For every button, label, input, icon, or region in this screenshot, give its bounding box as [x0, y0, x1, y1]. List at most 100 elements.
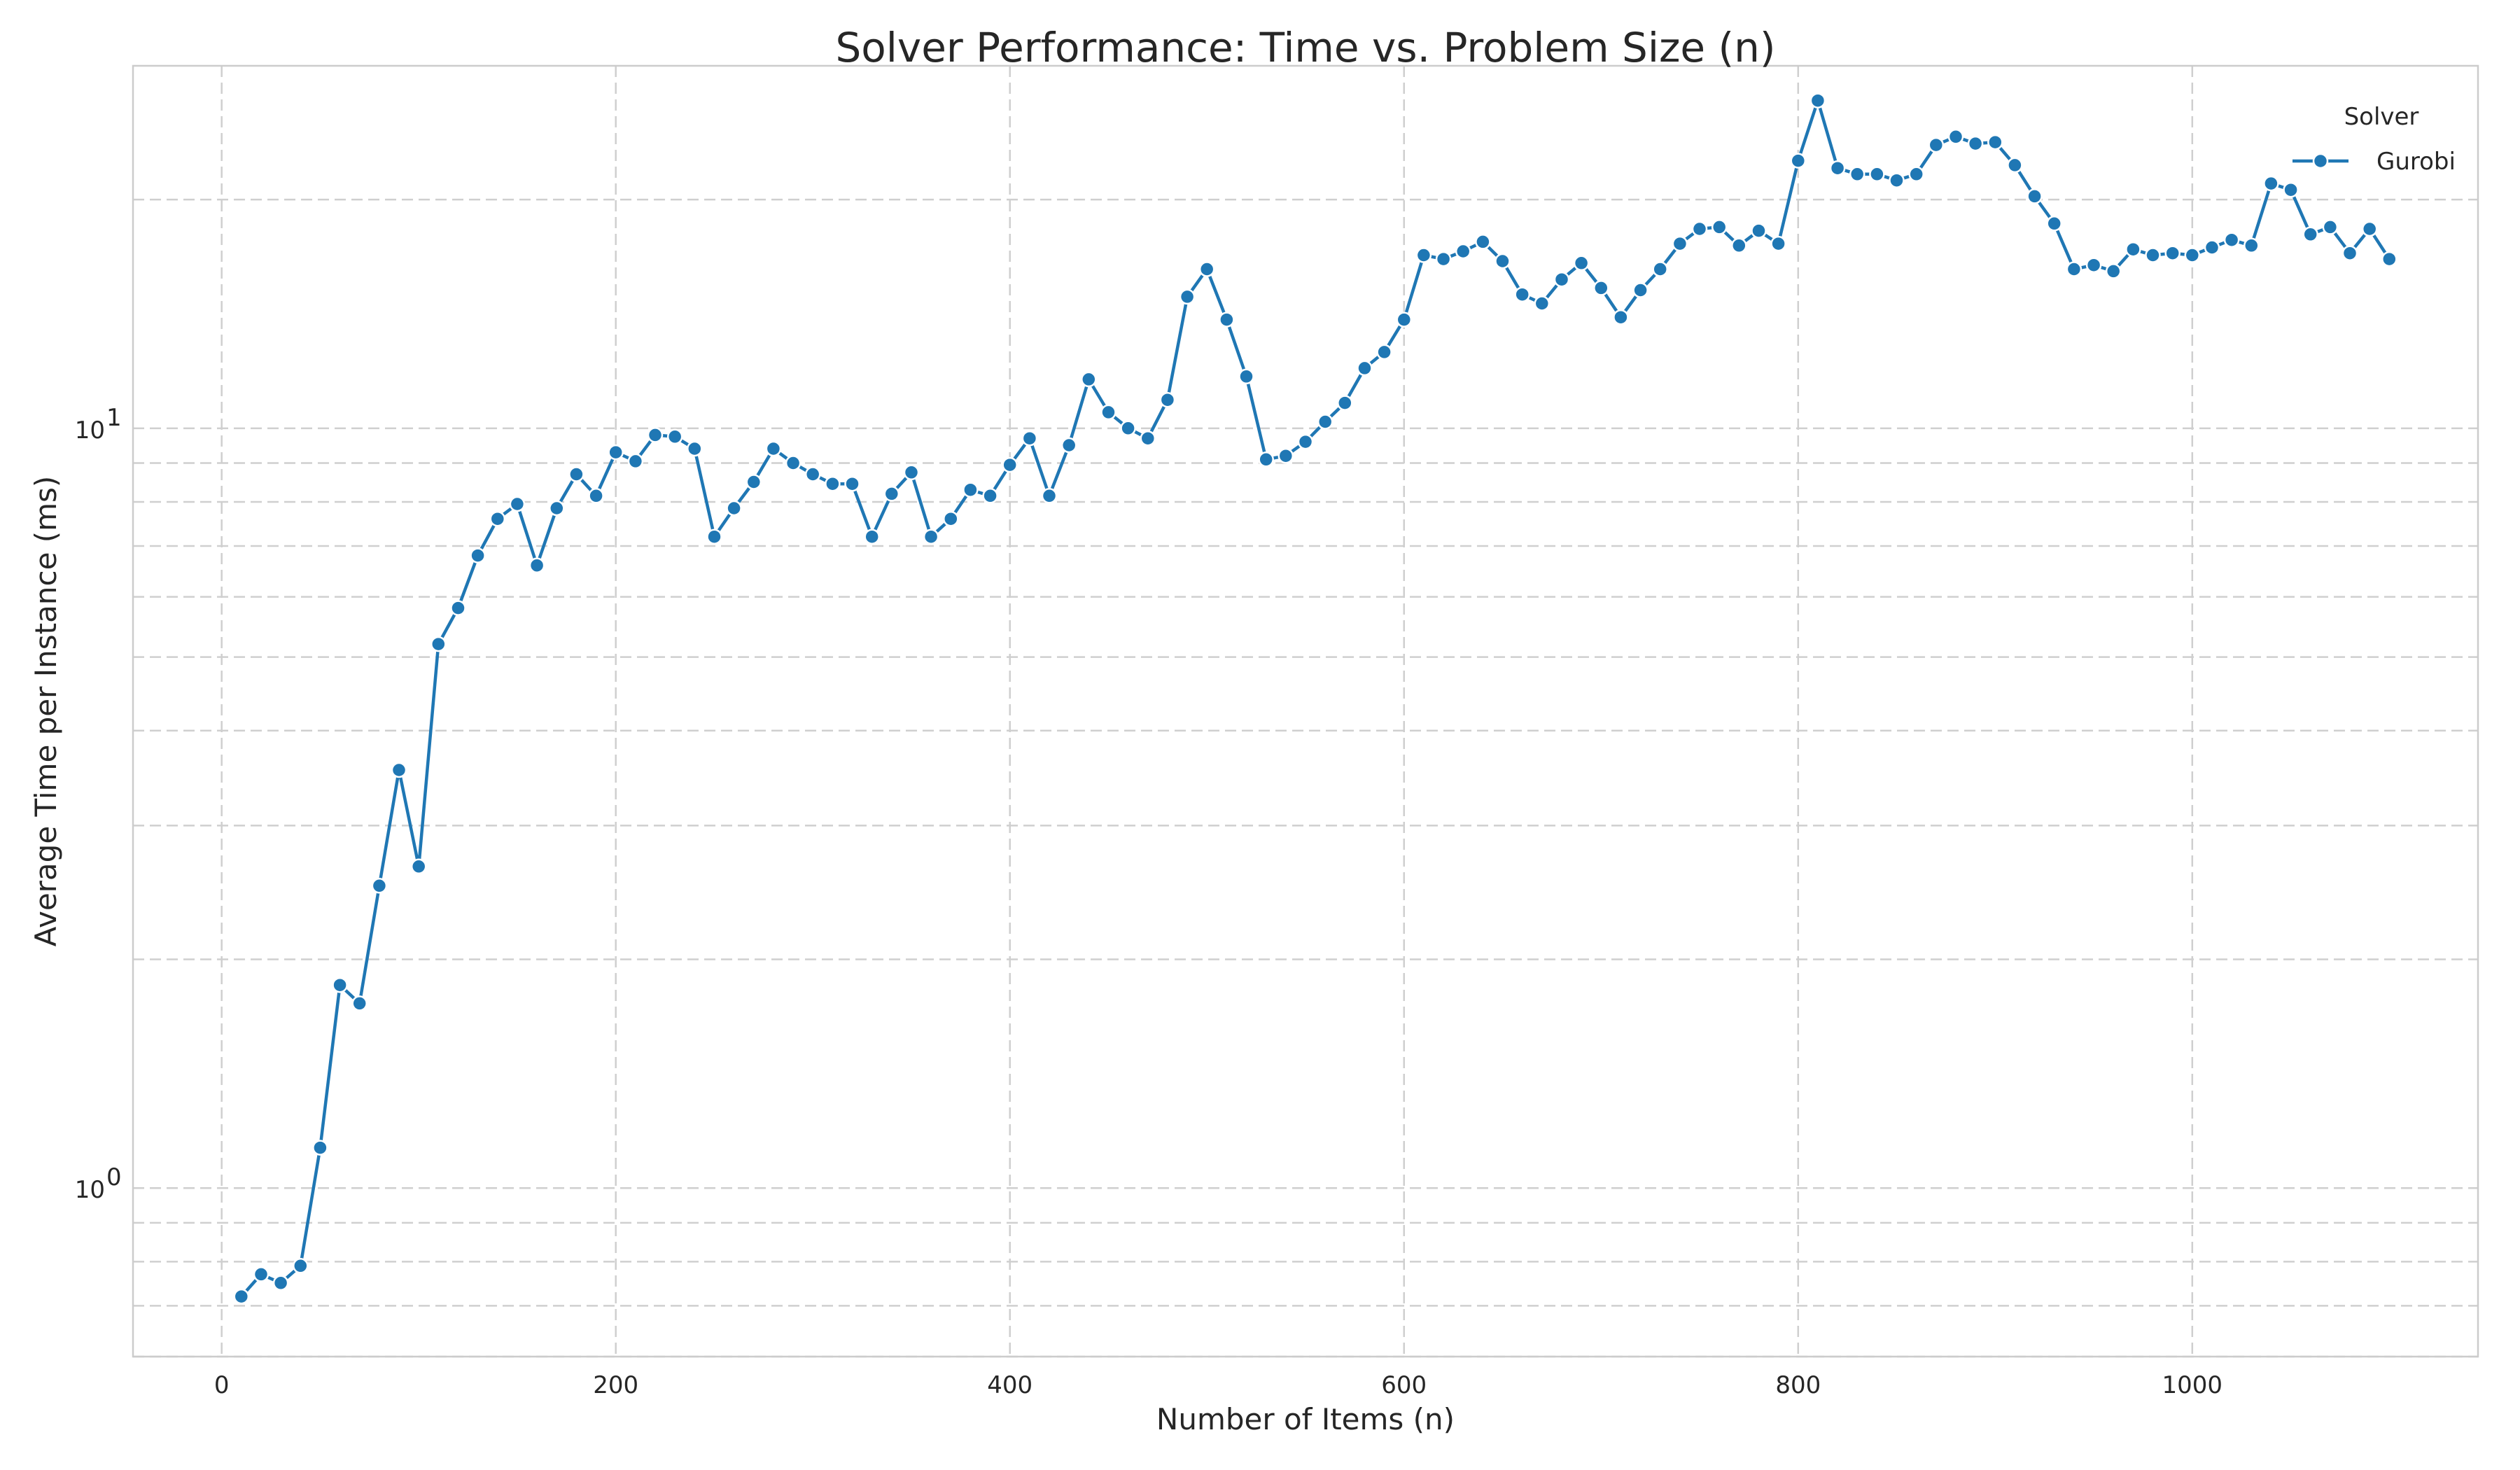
data-point	[923, 528, 939, 545]
data-point	[1809, 92, 1826, 108]
x-tick-label: 200	[593, 1371, 638, 1399]
data-point	[1258, 451, 1274, 468]
data-point	[1573, 255, 1590, 272]
series-line-gurobi	[240, 99, 2391, 1298]
data-point	[1100, 404, 1116, 421]
data-point	[1278, 447, 1294, 464]
chart-title: Solver Performance: Time vs. Problem Siz…	[835, 24, 1775, 71]
data-point	[2164, 245, 2180, 261]
data-point	[2322, 219, 2339, 235]
y-tick-exponent: 0	[106, 1163, 122, 1191]
data-point	[785, 455, 802, 471]
y-axis-label: Average Time per Instance (ms)	[29, 476, 63, 947]
data-point	[903, 464, 920, 481]
data-point	[253, 1266, 270, 1282]
data-point	[351, 995, 368, 1011]
data-point	[2046, 216, 2062, 232]
data-point	[1987, 134, 2003, 150]
data-point	[2244, 237, 2260, 254]
data-point	[1553, 271, 1570, 288]
data-point	[1376, 344, 1392, 360]
data-point	[312, 1140, 328, 1156]
data-point	[2223, 232, 2240, 248]
data-point	[687, 440, 703, 457]
data-point	[450, 600, 466, 616]
data-point	[1357, 360, 1373, 377]
data-point	[470, 547, 486, 564]
data-point	[1159, 391, 1176, 408]
data-point	[2283, 181, 2299, 198]
x-tick-label: 600	[1381, 1371, 1427, 1399]
legend-entry-gurobi: Gurobi	[2376, 148, 2456, 176]
y-tick-exponent: 1	[106, 404, 122, 432]
data-point	[272, 1275, 289, 1292]
data-point	[2026, 188, 2043, 204]
data-point	[1947, 129, 1964, 145]
data-point	[1889, 172, 1905, 188]
data-point	[1908, 166, 1924, 183]
data-point	[391, 762, 407, 778]
data-point	[982, 488, 998, 504]
data-point	[1475, 234, 1491, 250]
data-point	[1829, 160, 1846, 176]
data-point	[1770, 235, 1786, 252]
data-point	[2066, 261, 2082, 277]
data-point	[1120, 420, 1136, 437]
data-point	[2302, 226, 2318, 243]
data-point	[2381, 251, 2398, 267]
data-point	[883, 486, 900, 502]
data-point	[765, 440, 782, 457]
data-point	[1751, 223, 1767, 239]
data-point	[1238, 368, 1254, 385]
data-point	[549, 500, 565, 517]
data-point	[410, 858, 427, 875]
data-point	[509, 496, 526, 512]
data-point	[825, 475, 841, 492]
data-point	[726, 500, 742, 517]
data-point	[706, 528, 722, 545]
data-point	[1731, 237, 1747, 254]
x-axis-label: Number of Items (n)	[1156, 1402, 1455, 1436]
data-point	[1396, 312, 1413, 328]
data-point	[647, 427, 664, 443]
data-point	[864, 528, 880, 545]
y-tick-label: 10	[75, 416, 105, 444]
data-point	[233, 1288, 250, 1305]
data-point	[489, 510, 506, 527]
data-point	[1869, 166, 1885, 183]
data-point	[2342, 245, 2358, 261]
data-point	[844, 475, 860, 492]
data-point	[1691, 220, 1708, 237]
data-point	[962, 482, 979, 498]
data-point	[1652, 261, 1668, 277]
data-point	[1002, 456, 1018, 473]
data-point	[1140, 430, 1156, 447]
data-point	[1435, 251, 1452, 267]
data-point	[2263, 175, 2279, 192]
data-point	[943, 510, 959, 527]
x-tick-label: 400	[987, 1371, 1032, 1399]
grid-layer	[133, 66, 2478, 1358]
data-point	[1455, 243, 1471, 260]
legend-marker-gurobi	[2312, 153, 2329, 169]
data-point	[1849, 166, 1865, 183]
data-point	[1494, 253, 1511, 270]
y-tick-label: 10	[75, 1176, 105, 1204]
data-point	[1711, 219, 1728, 235]
x-tick-label: 1000	[2162, 1371, 2223, 1399]
data-point	[1219, 312, 1235, 328]
data-point	[2361, 220, 2378, 237]
data-point	[528, 557, 545, 573]
data-point	[1593, 280, 1609, 296]
data-point	[608, 444, 624, 461]
data-point	[1297, 433, 1314, 450]
x-tick-label: 0	[214, 1371, 230, 1399]
data-point	[430, 636, 447, 652]
data-point	[627, 453, 644, 470]
data-point	[2007, 157, 2023, 174]
data-point	[666, 428, 683, 445]
series-layer	[233, 92, 2398, 1305]
x-tick-labels: 0 200 400 600 800 1000	[214, 1371, 2222, 1399]
